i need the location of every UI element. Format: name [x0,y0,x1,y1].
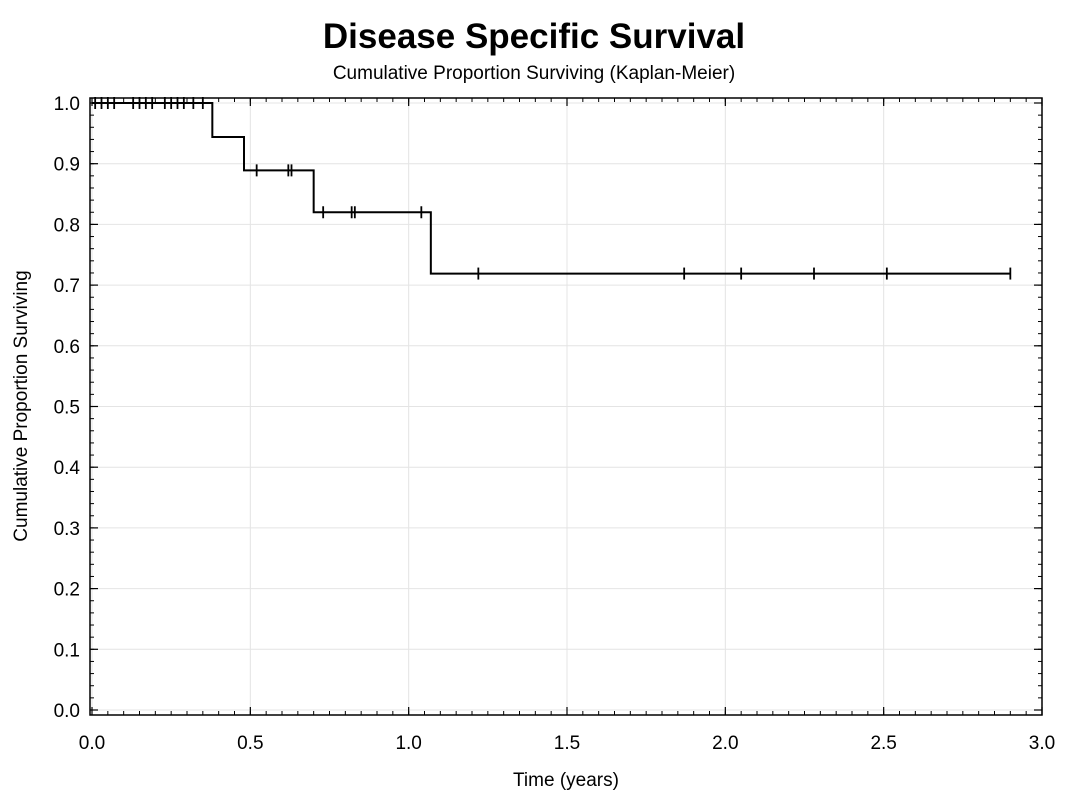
x-axis-label: Time (years) [513,770,619,791]
y-tick-label: 0.8 [54,215,80,236]
tick-labels: 0.0 0.5 1.0 1.5 2.0 2.5 3.0 0.0 0.1 0.2 0.3 0.4 0.5 0… [54,94,1056,754]
x-tick-label: 1.5 [554,733,580,754]
major-ticks [90,98,1043,715]
series [92,102,1011,275]
x-tick-label: 1.0 [395,733,421,754]
x-tick-label: 2.5 [870,733,896,754]
censor-marks [94,97,1012,280]
x-tick-label: 0.0 [79,733,105,754]
x-tick-label: 2.0 [712,733,738,754]
chart-subtitle: Cumulative Proportion Surviving (Kaplan-… [333,63,735,84]
y-tick-label: 0.2 [54,580,80,601]
y-tick-label: 1.0 [54,94,80,115]
y-axis-label: Cumulative Proportion Surviving [11,270,32,541]
y-tick-label: 0.1 [54,640,80,661]
y-tick-label: 0.0 [54,701,80,722]
chart-title: Disease Specific Survival [323,17,745,56]
y-tick-label: 0.6 [54,337,80,358]
x-tick-label: 3.0 [1029,733,1055,754]
survival-curve [92,102,1011,275]
x-tick-label: 0.5 [237,733,263,754]
y-tick-label: 0.5 [54,398,80,419]
y-tick-label: 0.3 [54,519,80,540]
grid [90,98,1043,715]
y-tick-label: 0.4 [54,458,81,479]
plot-frame [89,97,1043,716]
y-tick-label: 0.9 [54,155,80,176]
y-tick-label: 0.7 [54,276,80,297]
